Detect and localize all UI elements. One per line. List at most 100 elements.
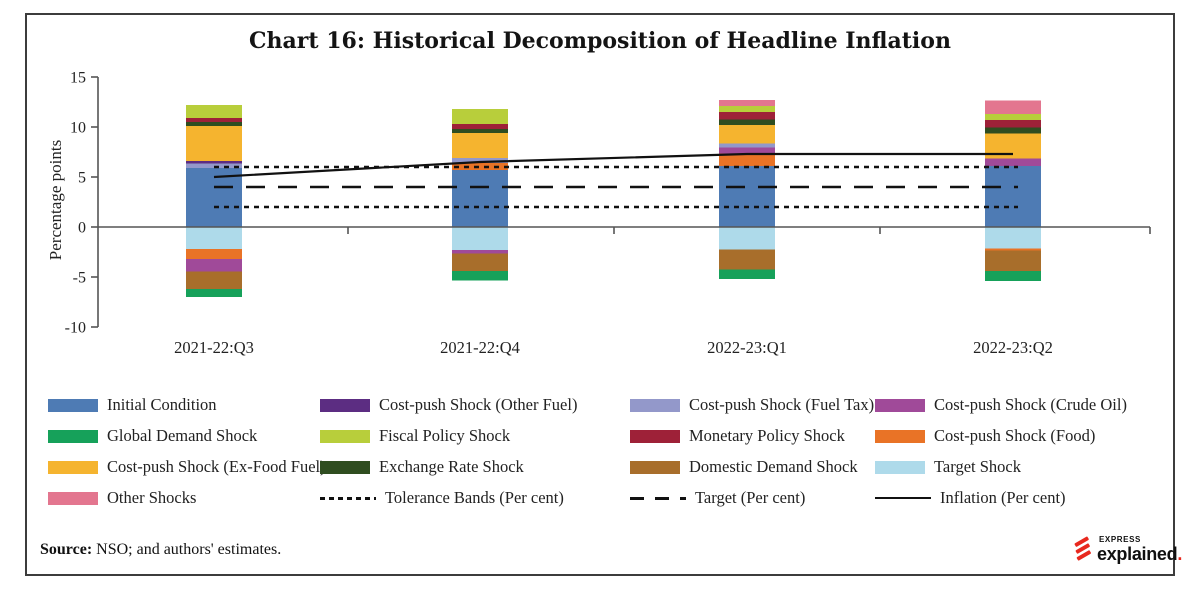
color-swatch [875,398,925,412]
indian-express-icon [1074,536,1091,561]
inflation-line [213,152,1013,179]
logo-dot: . [1177,544,1183,564]
logo-explained-text: explained. [1097,544,1183,564]
bar-segment [719,119,775,125]
color-swatch [630,398,680,412]
y-tick-label: 5 [78,170,86,187]
bar-segment [719,100,775,106]
legend-label: Target (Per cent) [695,488,806,507]
legend-label: Cost-push Shock (Ex-Food Fuel) [107,457,326,476]
bar-segment [186,105,242,118]
y-tick-label: 15 [70,70,86,87]
chart-title: Chart 16: Historical Decomposition of He… [249,28,951,54]
bar-segment [186,227,242,249]
bar-segment [985,120,1041,128]
legend-label: Other Shocks [107,488,197,507]
legend-item: Cost-push Shock (Food) [875,426,1095,446]
legend-item: Tolerance Bands (Per cent) [320,488,564,508]
legend-label: Initial Condition [107,395,217,414]
source-note: Source: NSO; and authors' estimates. [40,541,281,559]
legend-label: Monetary Policy Shock [689,426,845,445]
x-category-label: 2021-22:Q4 [440,338,520,357]
bar-segment [186,161,242,164]
bar-segment [452,109,508,124]
bar-segment [186,259,242,272]
color-swatch [630,460,680,474]
legend-item: Cost-push Shock (Other Fuel) [320,395,577,415]
bar-segment [719,153,775,166]
bar-segment [186,168,242,227]
bar-segment [452,124,508,129]
bar-segment [985,158,1041,166]
legend-label: Cost-push Shock (Other Fuel) [379,395,578,414]
legend-label: Tolerance Bands (Per cent) [385,488,564,507]
x-category-label: 2021-22:Q3 [174,338,254,357]
color-swatch [48,460,98,474]
bar-segment [452,253,508,271]
solid-line-swatch [875,497,931,499]
legend-label: Fiscal Policy Shock [379,426,511,445]
bar-segment [719,147,775,154]
bar-segment [452,250,508,254]
bar-segment [452,170,508,227]
color-swatch [875,429,925,443]
legend-item: Inflation (Per cent) [875,488,1066,508]
legend-label: Target Shock [934,457,1021,476]
legend-label: Inflation (Per cent) [940,488,1066,507]
logo-express-text: EXPRESS [1099,535,1141,544]
color-swatch [320,460,370,474]
bar-segment [985,127,1041,134]
color-swatch [48,491,98,505]
bar-segment [719,227,775,250]
legend-item: Exchange Rate Shock [320,457,524,477]
bar-segment [186,271,242,289]
bar-segment [985,166,1041,227]
color-swatch [320,429,370,443]
legend-item: Cost-push Shock (Crude Oil) [875,395,1127,415]
bar-segment [719,106,775,112]
bar-segment [985,271,1041,281]
bar-segment [186,249,242,259]
legend-item: Domestic Demand Shock [630,457,858,477]
legend-label: Exchange Rate Shock [379,457,524,476]
express-explained-logo: EXPRESS explained. [1072,535,1182,563]
bar-segment [186,126,242,161]
color-swatch [320,398,370,412]
y-tick-label: 0 [78,220,86,237]
legend-item: Target Shock [875,457,1021,477]
bar-segment [452,227,508,250]
legend-item: Other Shocks [48,488,196,508]
bar-segment [719,166,775,227]
bar-segment [452,271,508,281]
legend-item: Monetary Policy Shock [630,426,845,446]
color-swatch [48,429,98,443]
legend-item: Global Demand Shock [48,426,257,446]
source-text: NSO; and authors' estimates. [92,541,282,558]
bar-segment [985,114,1041,120]
bar-segment [719,143,775,148]
bar-segment [186,122,242,126]
bar-segment [186,289,242,297]
legend-item: Cost-push Shock (Ex-Food Fuel) [48,457,326,477]
color-swatch [875,460,925,474]
legend-label: Cost-push Shock (Crude Oil) [934,395,1127,414]
bar-segment [719,269,775,279]
color-swatch [48,398,98,412]
bar-segment [452,133,508,158]
legend-label: Cost-push Shock (Fuel Tax) [689,395,875,414]
legend-label: Cost-push Shock (Food) [934,426,1096,445]
x-category-label: 2022-23:Q2 [973,338,1053,357]
bar-segment [452,163,508,170]
bar-segment [719,125,775,144]
color-swatch [630,429,680,443]
y-tick-label: -10 [65,320,86,337]
legend-item: Target (Per cent) [630,488,805,508]
bar-segment [186,163,242,168]
bar-segment [719,249,775,270]
bar-segment [985,100,1041,114]
source-label: Source: [40,541,93,558]
bar-segment [985,250,1041,271]
legend-item: Initial Condition [48,395,217,415]
x-category-label: 2022-23:Q1 [707,338,787,357]
